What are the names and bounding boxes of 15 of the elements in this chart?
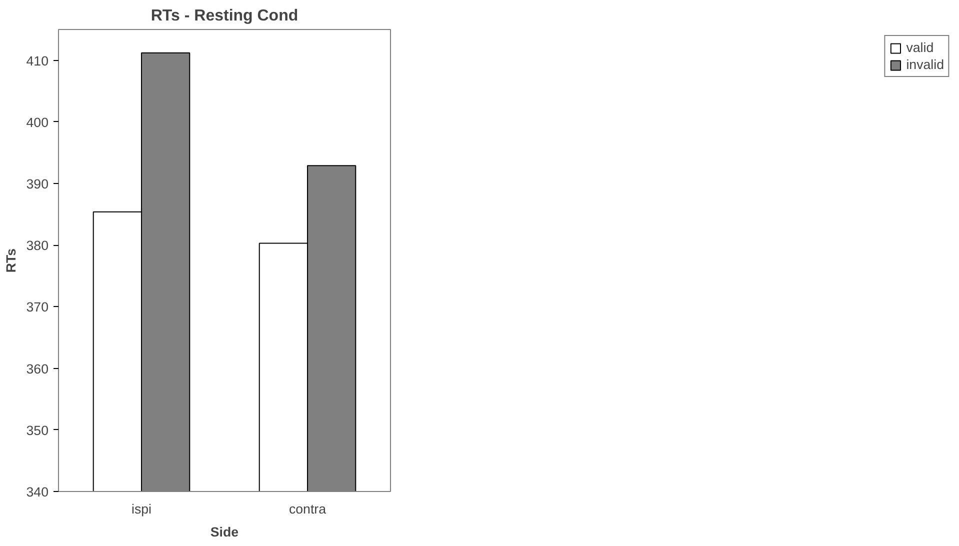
y-tick-label: 380 — [26, 238, 49, 254]
y-tick-label: 410 — [26, 53, 49, 68]
x-tick-label: contra — [288, 502, 327, 516]
x-axis-title: Side — [210, 524, 239, 540]
y-tick-label: 360 — [26, 361, 49, 376]
y-tick-label: 350 — [26, 422, 49, 438]
y-tick-label: 390 — [26, 176, 49, 192]
x-tick-label: ispi — [132, 502, 152, 516]
legend-label: invalid — [906, 57, 944, 72]
y-axis-title: RTs — [3, 248, 18, 273]
legend-label: valid — [906, 40, 934, 55]
y-tick-label: 370 — [26, 300, 49, 315]
y-tick-label: 340 — [26, 484, 49, 500]
chart-title: RTs - Resting Cond — [150, 8, 298, 24]
y-tick-label: 400 — [26, 114, 49, 130]
